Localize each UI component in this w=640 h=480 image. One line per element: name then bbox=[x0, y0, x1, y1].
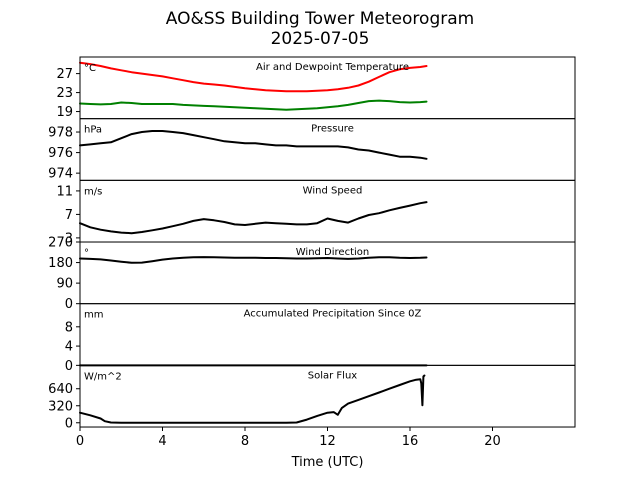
panel-1-ytick-label-0: 974 bbox=[48, 167, 73, 182]
panel-3-ytick-label-1: 90 bbox=[56, 277, 73, 292]
panel-2-series-0-line bbox=[79, 201, 428, 235]
panel-1-series-0-line bbox=[79, 130, 428, 160]
panel-5-unit: W/m^2 bbox=[84, 371, 122, 382]
panel-2-title: Wind Speed bbox=[303, 185, 363, 196]
x-tick-label-2: 8 bbox=[241, 434, 249, 449]
panel-1-unit: hPa bbox=[84, 125, 102, 136]
x-tick-label-0: 0 bbox=[76, 434, 84, 449]
panel-5: 0 320 640 W/m^2 Solar Flux bbox=[48, 364, 576, 431]
panel-3-ytick-label-3: 270 bbox=[48, 236, 73, 251]
panel-1-title: Pressure bbox=[311, 124, 354, 135]
panel-5-series-0-line bbox=[79, 374, 426, 424]
panel-2-ytick-label-2: 11 bbox=[56, 184, 73, 199]
panel-0-series-0-line bbox=[79, 61, 428, 93]
panel-4-ytick-label-2: 8 bbox=[65, 320, 73, 335]
panel-4-title: Accumulated Precipitation Since 0Z bbox=[244, 309, 422, 320]
panel-0-ytick-label-0: 19 bbox=[56, 105, 73, 120]
chart-title: AO&SS Building Tower Meteorogram bbox=[166, 9, 474, 29]
panel-3-title: Wind Direction bbox=[296, 247, 370, 258]
x-tick-label-1: 4 bbox=[158, 434, 166, 449]
panel-2-unit: m/s bbox=[84, 186, 102, 197]
x-tick-label-3: 12 bbox=[319, 434, 336, 449]
panel-4-unit: mm bbox=[84, 310, 103, 321]
panel-0-series-1-line bbox=[79, 99, 428, 111]
x-axis: 0 4 8 12 16 20 bbox=[76, 427, 501, 449]
panel-0-title: Air and Dewpoint Temperature bbox=[256, 62, 409, 73]
panel-5-ytick-label-2: 640 bbox=[48, 382, 73, 397]
x-axis-label: Time (UTC) bbox=[291, 455, 364, 470]
x-tick-label-5: 20 bbox=[484, 434, 501, 449]
panel-4-ytick-label-0: 0 bbox=[65, 359, 73, 374]
panel-0-ytick-label-2: 27 bbox=[56, 67, 73, 82]
panel-1: 974 976 978 hPa Pressure bbox=[48, 118, 576, 182]
panel-0-unit: °C bbox=[84, 63, 96, 74]
panel-3-ytick-label-2: 180 bbox=[48, 256, 73, 271]
panel-1-ytick-label-2: 978 bbox=[48, 126, 73, 141]
panel-3-ytick-label-0: 0 bbox=[65, 297, 73, 312]
panel-4-ytick-label-1: 4 bbox=[65, 340, 73, 355]
panel-2-ytick-label-0: 3 bbox=[65, 231, 73, 246]
x-tick-label-4: 16 bbox=[402, 434, 419, 449]
panel-3-unit: ° bbox=[84, 248, 89, 259]
panel-5-ytick-label-0: 0 bbox=[65, 416, 73, 431]
panel-5-ytick-label-1: 320 bbox=[48, 399, 73, 414]
panel-5-title: Solar Flux bbox=[308, 370, 358, 381]
chart-subtitle: 2025-07-05 bbox=[271, 29, 370, 49]
panel-0: 19 23 27 °C Air and Dewpoint Temperature bbox=[56, 56, 576, 120]
panel-0-ytick-label-1: 23 bbox=[56, 86, 73, 101]
panel-2-ytick-label-1: 7 bbox=[65, 208, 73, 223]
panel-3-series-0-line bbox=[79, 256, 428, 264]
panel-1-ytick-label-1: 976 bbox=[48, 146, 73, 161]
